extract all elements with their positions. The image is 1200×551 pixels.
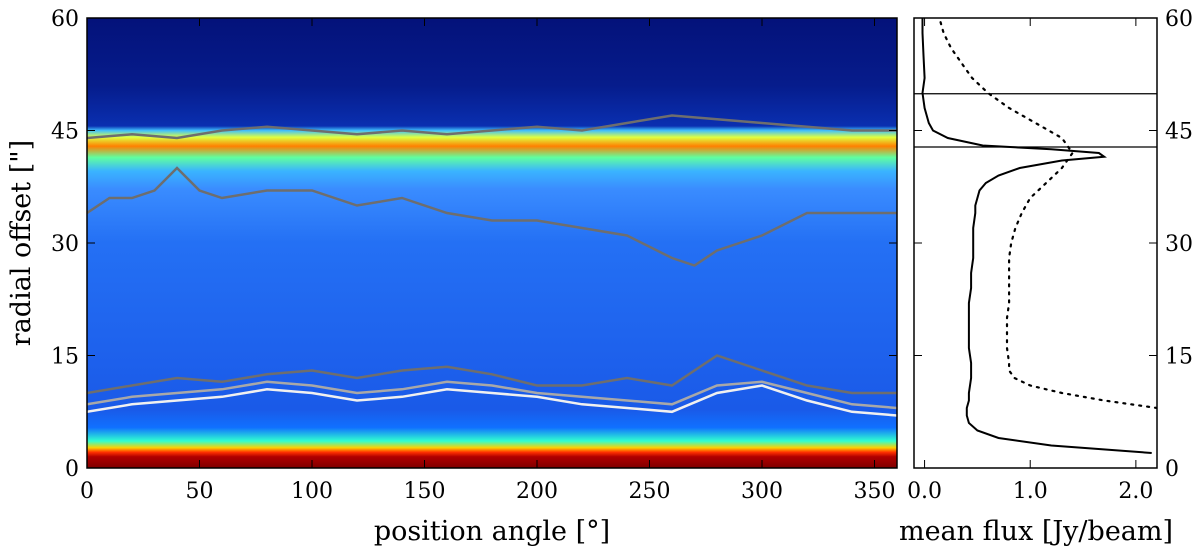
heatmap-y-tick-label: 45 <box>51 120 79 145</box>
heatmap-y-tick-label: 30 <box>51 232 79 257</box>
heatmap-panel: 0 50 100 150 200 250 300 350 0 15 30 45 60 position… <box>6 7 898 547</box>
profile-y-tick-label: 15 <box>1165 345 1193 370</box>
heatmap-x-tick-label: 150 <box>404 479 446 504</box>
heatmap-image <box>87 18 897 468</box>
contour-low-0 <box>87 354 897 395</box>
heatmap-x-tick-label: 50 <box>186 479 214 504</box>
heatmap-y-axis-label: radial offset ["] <box>6 140 37 346</box>
profile-background <box>914 18 1157 468</box>
heatmap-x-ticks: 0 50 100 150 200 250 300 350 <box>80 18 896 504</box>
contour-low-4 <box>87 114 897 140</box>
heatmap-x-tick-label: 0 <box>80 479 94 504</box>
heatmap-x-tick-label: 250 <box>629 479 671 504</box>
profile-y-ticks: 0 15 30 45 60 <box>914 7 1193 482</box>
profile-y-tick-label: 30 <box>1165 232 1193 257</box>
heatmap-x-tick-label: 350 <box>854 479 896 504</box>
profile-x-tick-label: 1.0 <box>1013 479 1048 504</box>
profile-x-tick-label: 2.0 <box>1118 479 1153 504</box>
heatmap-x-axis-label: position angle [°] <box>374 516 610 547</box>
heatmap-y-tick-label: 0 <box>65 457 79 482</box>
heatmap-y-ticks: 0 15 30 45 60 <box>51 7 897 482</box>
profile-y-tick-label: 60 <box>1165 7 1193 32</box>
profile-panel: 0.0 1.0 2.0 0 15 30 45 60 mean flux [Jy/beam] <box>899 7 1193 547</box>
profile-x-axis-label: mean flux [Jy/beam] <box>899 516 1173 547</box>
profile-series-dotted <box>938 18 1157 410</box>
profile-y-tick-label: 0 <box>1165 457 1179 482</box>
profile-series-solid <box>921 18 1152 454</box>
profile-y-tick-label: 45 <box>1165 120 1193 145</box>
profile-lines <box>914 18 1157 454</box>
heatmap-y-tick-label: 60 <box>51 7 79 32</box>
contour-mid-1 <box>87 380 897 410</box>
profile-x-ticks: 0.0 1.0 2.0 <box>907 18 1153 504</box>
heatmap-x-tick-label: 300 <box>741 479 783 504</box>
heatmap-x-tick-label: 200 <box>516 479 558 504</box>
profile-x-tick-label: 0.0 <box>907 479 942 504</box>
contour-low-3 <box>87 166 897 267</box>
heatmap-y-tick-label: 15 <box>51 345 79 370</box>
heatmap-x-tick-label: 100 <box>291 479 333 504</box>
contour-layer <box>87 114 897 417</box>
contour-high-2 <box>87 384 897 417</box>
